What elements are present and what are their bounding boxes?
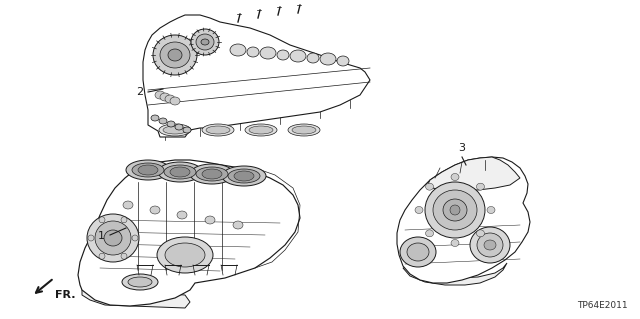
Polygon shape <box>403 263 507 285</box>
Ellipse shape <box>104 230 122 246</box>
Ellipse shape <box>175 124 183 130</box>
Ellipse shape <box>170 167 190 177</box>
Ellipse shape <box>163 126 187 134</box>
Ellipse shape <box>138 165 158 175</box>
Ellipse shape <box>288 124 320 136</box>
Ellipse shape <box>168 49 182 61</box>
Ellipse shape <box>443 199 467 221</box>
Ellipse shape <box>164 165 196 179</box>
Ellipse shape <box>230 44 246 56</box>
Ellipse shape <box>426 183 433 190</box>
Text: FR.: FR. <box>55 290 76 300</box>
Ellipse shape <box>206 126 230 134</box>
Ellipse shape <box>155 91 165 99</box>
Polygon shape <box>78 160 300 306</box>
Ellipse shape <box>183 127 191 133</box>
Ellipse shape <box>87 214 139 262</box>
Ellipse shape <box>234 171 254 181</box>
Ellipse shape <box>88 235 94 241</box>
Ellipse shape <box>487 206 495 213</box>
Polygon shape <box>143 15 370 137</box>
Text: TP64E2011: TP64E2011 <box>577 301 628 310</box>
Polygon shape <box>397 157 530 283</box>
Ellipse shape <box>159 118 167 124</box>
Ellipse shape <box>132 163 164 177</box>
Ellipse shape <box>247 47 259 57</box>
Ellipse shape <box>337 56 349 66</box>
Ellipse shape <box>132 235 138 241</box>
Ellipse shape <box>126 160 170 180</box>
Ellipse shape <box>228 169 260 183</box>
Ellipse shape <box>122 274 158 290</box>
Ellipse shape <box>202 124 234 136</box>
Ellipse shape <box>160 93 170 101</box>
Ellipse shape <box>160 42 190 68</box>
Ellipse shape <box>450 205 460 215</box>
Ellipse shape <box>202 169 222 179</box>
Ellipse shape <box>426 230 433 237</box>
Ellipse shape <box>191 29 219 55</box>
Ellipse shape <box>123 201 133 209</box>
Ellipse shape <box>470 227 510 263</box>
Ellipse shape <box>245 124 277 136</box>
Ellipse shape <box>157 237 213 273</box>
Ellipse shape <box>165 95 175 103</box>
Ellipse shape <box>451 240 459 247</box>
Ellipse shape <box>292 126 316 134</box>
Ellipse shape <box>196 34 214 50</box>
Ellipse shape <box>400 237 436 267</box>
Ellipse shape <box>476 230 484 237</box>
Ellipse shape <box>233 221 243 229</box>
Ellipse shape <box>158 162 202 182</box>
Ellipse shape <box>307 53 319 63</box>
Ellipse shape <box>277 50 289 60</box>
Ellipse shape <box>128 277 152 287</box>
Ellipse shape <box>99 217 105 223</box>
Ellipse shape <box>476 183 484 190</box>
Ellipse shape <box>95 221 131 255</box>
Ellipse shape <box>121 253 127 259</box>
Polygon shape <box>428 157 520 190</box>
Ellipse shape <box>433 190 477 230</box>
Ellipse shape <box>150 206 160 214</box>
Ellipse shape <box>190 164 234 184</box>
Ellipse shape <box>153 35 197 75</box>
Ellipse shape <box>320 53 336 65</box>
Ellipse shape <box>151 115 159 121</box>
Ellipse shape <box>205 216 215 224</box>
Ellipse shape <box>167 121 175 127</box>
Ellipse shape <box>249 126 273 134</box>
Polygon shape <box>82 288 190 308</box>
Ellipse shape <box>415 206 423 213</box>
Ellipse shape <box>170 97 180 105</box>
Ellipse shape <box>165 243 205 267</box>
Ellipse shape <box>159 124 191 136</box>
Text: 2: 2 <box>136 87 143 97</box>
Ellipse shape <box>425 182 485 238</box>
Ellipse shape <box>99 253 105 259</box>
Ellipse shape <box>196 167 228 181</box>
Ellipse shape <box>201 39 209 45</box>
Ellipse shape <box>477 233 503 257</box>
Ellipse shape <box>290 50 306 62</box>
Ellipse shape <box>407 243 429 261</box>
Text: 3: 3 <box>458 143 465 153</box>
Text: 1: 1 <box>98 231 105 241</box>
Ellipse shape <box>177 211 187 219</box>
Ellipse shape <box>451 174 459 181</box>
Ellipse shape <box>484 240 496 250</box>
Ellipse shape <box>222 166 266 186</box>
Ellipse shape <box>121 217 127 223</box>
Ellipse shape <box>260 47 276 59</box>
